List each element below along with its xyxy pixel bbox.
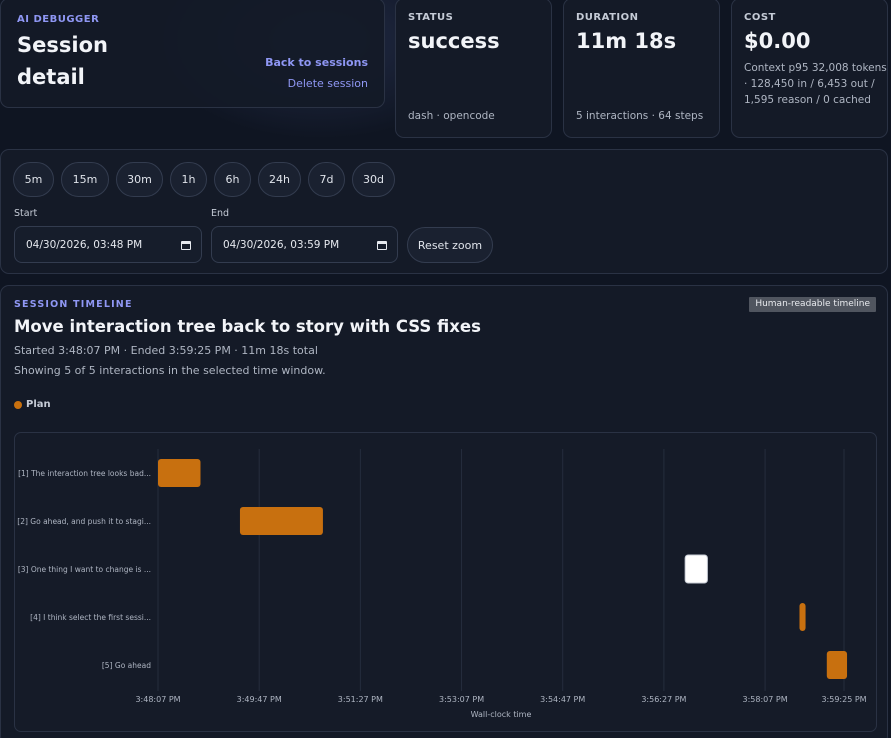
interaction-bar[interactable] [239, 507, 323, 535]
range-chip-7d[interactable]: 7d [308, 162, 345, 197]
x-tick-label: 3:53:07 PM [439, 695, 484, 704]
range-chip-24h[interactable]: 24h [258, 162, 301, 197]
reset-zoom-button[interactable]: Reset zoom [407, 227, 493, 263]
timeline-showing-count: Showing 5 of 5 interactions in the selec… [14, 364, 326, 377]
range-chip-30d[interactable]: 30d [352, 162, 395, 197]
range-chip-15m[interactable]: 15m [61, 162, 109, 197]
timeline-eyebrow: SESSION TIMELINE [14, 299, 133, 310]
duration-label: DURATION [576, 12, 639, 23]
row-label: [1] The interaction tree looks bad... [18, 469, 151, 478]
legend-plan-label: Plan [26, 399, 51, 410]
timeline-chart[interactable]: 3:48:07 PM 3:49:47 PM 3:51:27 PM 3:53:07 PM… [14, 432, 877, 732]
status-value: success [408, 29, 500, 53]
duration-card: DURATION 11m 18s 5 interactions · 64 ste… [563, 0, 720, 138]
x-tick-label: 3:48:07 PM [135, 695, 180, 704]
calendar-icon[interactable] [181, 241, 191, 250]
end-datetime-value: 04/30/2026, 03:59 PM [223, 238, 340, 251]
interaction-bar[interactable] [684, 554, 708, 584]
x-tick-label: 3:49:47 PM [237, 695, 282, 704]
end-datetime-input[interactable]: 04/30/2026, 03:59 PM [211, 226, 398, 263]
x-tick-label: 3:56:27 PM [641, 695, 686, 704]
app-eyebrow: AI DEBUGGER [17, 14, 100, 25]
start-datetime-input[interactable]: 04/30/2026, 03:48 PM [14, 226, 202, 263]
row-label: [5] Go ahead [102, 661, 151, 670]
range-chip-30m[interactable]: 30m [116, 162, 163, 197]
duration-sub: 5 interactions · 64 steps [576, 110, 704, 122]
interaction-bar[interactable] [158, 459, 201, 487]
status-sub: dash · opencode [408, 110, 495, 122]
interaction-bar[interactable] [826, 651, 848, 679]
status-card: STATUS success dash · opencode [395, 0, 552, 138]
timeline-chart-svg[interactable]: 3:48:07 PM 3:49:47 PM 3:51:27 PM 3:53:07 PM… [15, 433, 878, 733]
human-readable-badge: Human-readable timeline [749, 297, 876, 312]
x-tick-label: 3:54:47 PM [540, 695, 585, 704]
legend-plan-swatch [14, 400, 22, 409]
legend: Plan [14, 399, 51, 410]
cost-sub: Context p95 32,008 tokens · 128,450 in /… [744, 62, 887, 106]
session-header-card: AI DEBUGGER Session detail Back to sessi… [0, 0, 385, 108]
start-label: Start [14, 208, 38, 219]
row-label: [3] One thing I want to change is ... [18, 565, 151, 574]
x-axis-label: Wall-clock time [471, 710, 532, 719]
cost-card: COST $0.00 Context p95 32,008 tokens · 1… [731, 0, 888, 138]
timeline-title: Move interaction tree back to story with… [14, 317, 481, 336]
range-chip-1h[interactable]: 1h [170, 162, 207, 197]
cost-label: COST [744, 12, 776, 23]
range-chip-6h[interactable]: 6h [214, 162, 251, 197]
back-to-sessions-link[interactable]: Back to sessions [265, 56, 368, 69]
start-datetime-value: 04/30/2026, 03:48 PM [26, 238, 143, 251]
end-label: End [211, 208, 230, 219]
interaction-bar[interactable] [799, 603, 806, 631]
duration-value: 11m 18s [576, 29, 677, 53]
x-tick-label: 3:51:27 PM [338, 695, 383, 704]
cost-value: $0.00 [744, 29, 811, 53]
row-label: [4] I think select the first sessi... [30, 613, 151, 622]
timeline-meta: Started 3:48:07 PM · Ended 3:59:25 PM · … [14, 344, 318, 357]
status-label: STATUS [408, 12, 454, 23]
calendar-icon[interactable] [377, 241, 387, 250]
row-label: [2] Go ahead, and push it to stagi... [17, 517, 151, 526]
range-chip-5m[interactable]: 5m [13, 162, 54, 197]
page-title: Session detail [17, 33, 108, 89]
delete-session-link[interactable]: Delete session [287, 77, 368, 90]
time-filter-card: 5m 15m 30m 1h 6h 24h 7d 30d Start 04/30/… [0, 149, 888, 274]
x-tick-label: 3:59:25 PM [821, 695, 866, 704]
x-tick-label: 3:58:07 PM [743, 695, 788, 704]
session-timeline-card: SESSION TIMELINE Human-readable timeline… [0, 285, 888, 738]
